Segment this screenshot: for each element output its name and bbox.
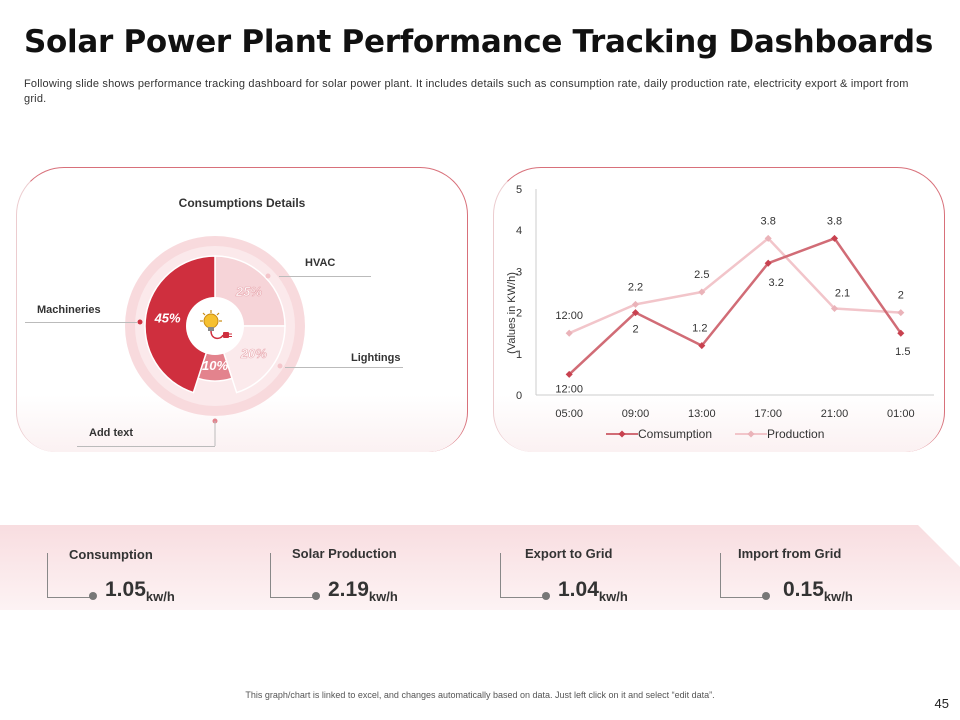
data-point-comsumption xyxy=(565,370,573,378)
data-label-comsumption: 12:00 xyxy=(555,383,583,395)
data-label-comsumption: 3.2 xyxy=(769,277,784,289)
page-title: Solar Power Plant Performance Tracking D… xyxy=(24,24,933,60)
kpi-label: Consumption xyxy=(69,547,153,562)
data-point-comsumption xyxy=(631,309,640,317)
y-tick-label: 1 xyxy=(516,349,522,361)
kpi-value-unit: kw/h xyxy=(598,589,628,604)
callout-line-lightings xyxy=(285,367,403,368)
data-label-production: 3.8 xyxy=(761,215,776,227)
series-line-comsumption xyxy=(568,237,902,376)
page-number: 45 xyxy=(934,696,949,711)
kpi-value: 0.15kw/h xyxy=(783,578,853,604)
data-point-production xyxy=(764,234,772,242)
callout-line-machineries xyxy=(25,322,137,323)
x-tick-label: 09:00 xyxy=(622,408,650,420)
kpi-bracket xyxy=(720,553,765,598)
kpi-export-to-grid: Export to Grid 1.04kw/h xyxy=(500,545,700,605)
lightbulb-plug-icon xyxy=(200,310,232,340)
callout-dot-machineries xyxy=(137,319,143,325)
kpi-dot xyxy=(89,592,97,600)
data-label-production: 2.2 xyxy=(628,281,643,293)
series-line-production xyxy=(568,237,901,335)
y-tick-label: 0 xyxy=(516,390,522,402)
data-label-comsumption: 1.2 xyxy=(692,323,707,335)
kpi-import-from-grid: Import from Grid 0.15kw/h xyxy=(720,545,920,605)
kpi-dot xyxy=(542,592,550,600)
callout-label-hvac: HVAC xyxy=(305,257,336,269)
kpi-value: 2.19kw/h xyxy=(328,578,398,604)
kpi-value: 1.04kw/h xyxy=(558,578,628,604)
callout-line-add-text xyxy=(77,446,215,447)
x-tick-label: 17:00 xyxy=(754,408,782,420)
kpi-value-number: 1.05 xyxy=(105,578,146,601)
data-point-comsumption xyxy=(830,234,839,242)
pie-data-label-machineries: 45% xyxy=(154,311,181,326)
callout-label-add-text: Add text xyxy=(89,427,133,439)
production-panel: 0 1 2 3 4 5 05:00 09:00 13:00 17:00 21:00 01:00 (Val… xyxy=(493,167,945,452)
callout-label-machineries: Machineries xyxy=(37,304,101,316)
legend-marker-production xyxy=(747,430,755,438)
data-point-comsumption xyxy=(764,259,772,267)
data-point-production xyxy=(565,329,573,337)
data-point-production xyxy=(830,304,839,313)
kpi-solar-production: Solar Production 2.19kw/h xyxy=(270,545,470,605)
kpi-label: Solar Production xyxy=(292,546,397,561)
data-point-production xyxy=(631,300,640,308)
kpi-bracket xyxy=(500,553,545,598)
x-tick-label: 13:00 xyxy=(688,408,716,420)
legend-label-comsumption: Comsumption xyxy=(638,427,712,441)
x-tick-label: 21:00 xyxy=(821,408,849,420)
data-label-comsumption: 3.8 xyxy=(827,215,842,227)
y-axis-label: (Values in KW/h) xyxy=(506,272,518,354)
kpi-band xyxy=(0,525,960,610)
legend-marker-comsumption xyxy=(618,430,626,438)
y-tick-label: 2 xyxy=(516,308,522,320)
data-point-production xyxy=(897,309,905,317)
pie-data-label-lightings: 20% xyxy=(240,346,267,361)
kpi-value: 1.05kw/h xyxy=(105,578,175,604)
data-label-production: 12:00 xyxy=(555,310,583,322)
kpi-value-number: 1.04 xyxy=(558,578,599,601)
data-point-production xyxy=(698,288,706,296)
pie-slice-machineries xyxy=(144,255,216,394)
footer-note: This graph/chart is linked to excel, and… xyxy=(245,690,715,700)
kpi-dot xyxy=(762,592,770,600)
callout-line-hvac xyxy=(279,276,371,277)
kpi-label: Export to Grid xyxy=(525,546,613,561)
kpi-value-unit: kw/h xyxy=(368,589,398,604)
kpi-value-unit: kw/h xyxy=(145,589,175,604)
data-label-production: 2 xyxy=(898,290,904,302)
kpi-consumption: Consumption 1.05kw/h xyxy=(47,545,247,605)
callout-label-lightings: Lightings xyxy=(351,352,401,364)
kpi-label: Import from Grid xyxy=(738,546,842,561)
x-tick-label: 01:00 xyxy=(887,408,915,420)
kpi-value-number: 2.19 xyxy=(328,578,369,601)
kpi-bracket xyxy=(47,553,92,598)
consumption-production-line-chart: 0 1 2 3 4 5 05:00 09:00 13:00 17:00 21:00 01:00 (Val… xyxy=(506,184,934,441)
callout-dot-lightings xyxy=(277,363,283,369)
pie-data-label-hvac: 25% xyxy=(235,284,262,299)
page-subtitle: Following slide shows performance tracki… xyxy=(24,78,909,105)
data-label-comsumption: 2 xyxy=(632,324,638,336)
pie-title: Consumptions Details xyxy=(178,196,306,210)
kpi-value-number: 0.15 xyxy=(783,578,824,601)
data-point-comsumption xyxy=(897,329,905,337)
data-point-comsumption xyxy=(698,342,706,350)
data-label-production: 2.1 xyxy=(835,288,850,300)
y-tick-label: 3 xyxy=(516,266,522,278)
kpi-value-unit: kw/h xyxy=(823,589,853,604)
consumption-pie-chart: 25% 20% 10% 45% xyxy=(125,236,305,446)
y-tick-label: 4 xyxy=(516,225,522,237)
data-label-comsumption: 1.5 xyxy=(895,346,910,358)
pie-data-label-add-text: 10% xyxy=(202,358,228,373)
x-tick-label: 05:00 xyxy=(555,408,583,420)
kpi-bracket xyxy=(270,553,315,598)
consumption-panel: Consumptions Details 25% 20% 10% 45% HVAC L… xyxy=(16,167,468,452)
kpi-dot xyxy=(312,592,320,600)
callout-dot-hvac xyxy=(265,273,271,279)
y-tick-label: 5 xyxy=(516,184,522,196)
legend-label-production: Production xyxy=(767,427,824,441)
data-label-production: 2.5 xyxy=(694,269,709,281)
